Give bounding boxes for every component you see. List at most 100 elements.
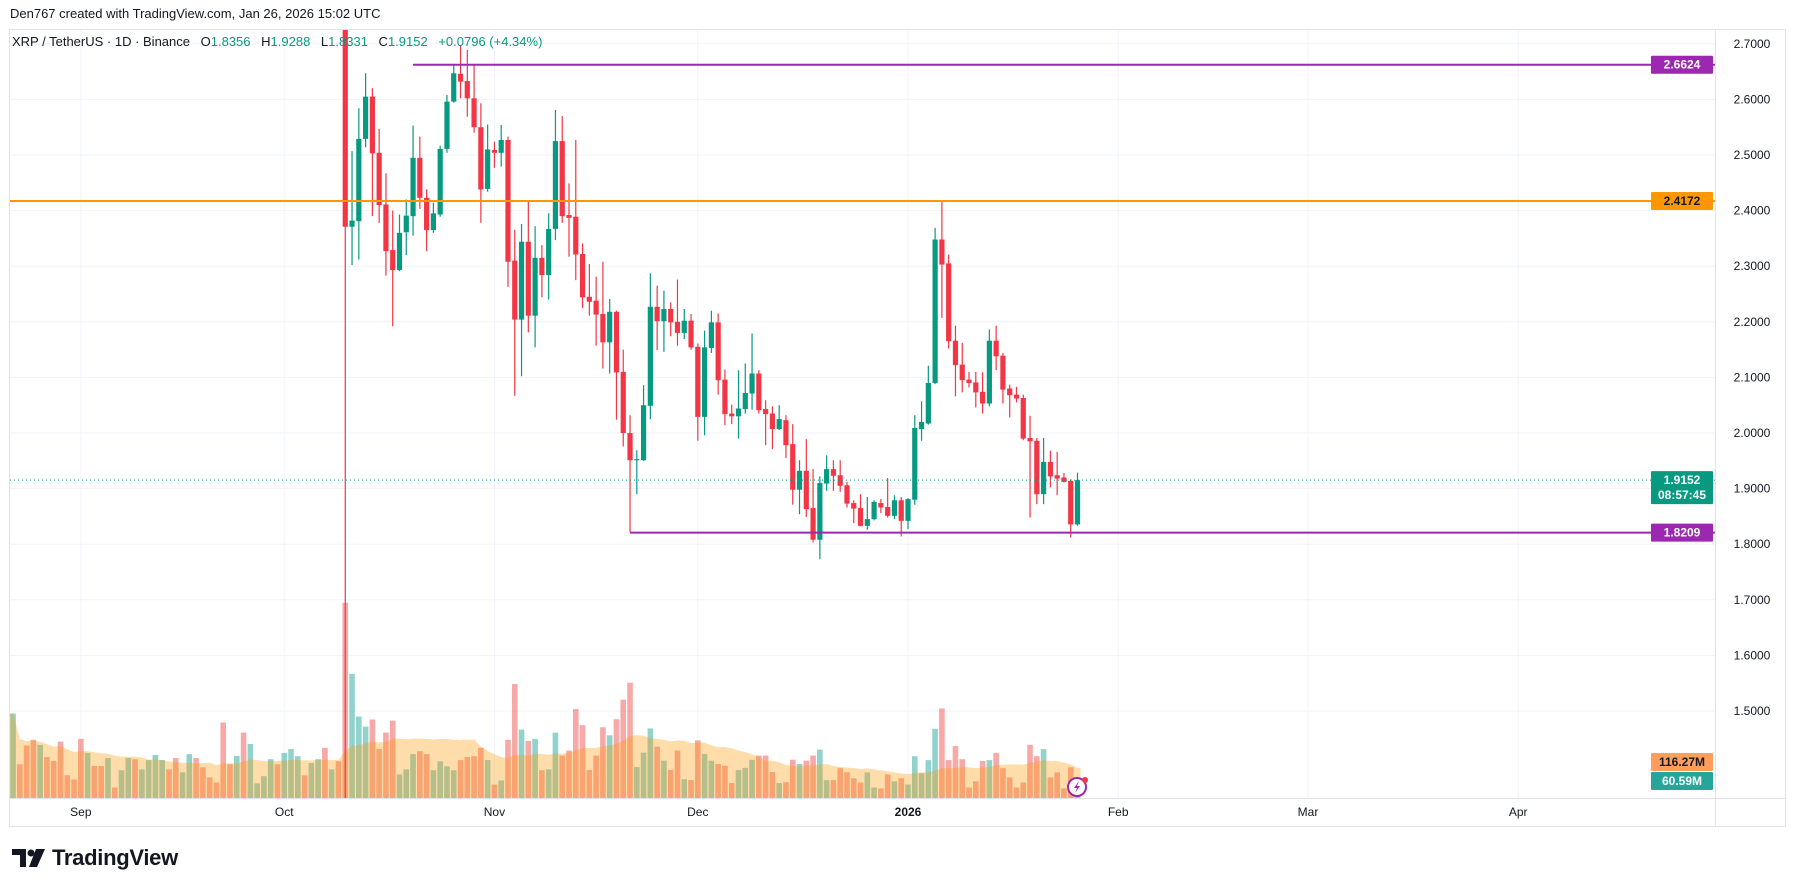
candle <box>586 263 592 316</box>
volume-bar <box>701 753 708 798</box>
price-line-tag-bg <box>1651 192 1713 211</box>
volume-bar <box>423 754 430 798</box>
volume-bar <box>817 749 823 798</box>
candle <box>1013 386 1020 403</box>
candle-body <box>390 250 396 271</box>
volume-bar <box>708 760 715 798</box>
tradingview-logo[interactable]: TradingView <box>12 845 178 871</box>
volume-bar <box>1034 756 1040 798</box>
volume-last-tag-text: 60.59M <box>1662 774 1702 788</box>
candle <box>912 415 918 505</box>
candle <box>451 64 457 103</box>
volume-bar <box>640 752 647 798</box>
candle-body <box>1054 475 1060 479</box>
symbol-legend[interactable]: XRP / TetherUS · 1D · Binance O1.8356 H1… <box>12 34 542 49</box>
horizontal-lines[interactable] <box>10 63 1715 534</box>
volume-bar <box>295 756 301 798</box>
volume-bar <box>484 760 491 798</box>
chart-frame <box>9 29 1786 827</box>
candle-body <box>844 485 850 504</box>
lightning-icon[interactable] <box>1067 777 1088 797</box>
volume-bar <box>532 738 538 798</box>
candle-body <box>546 228 552 276</box>
candle-body <box>891 500 898 516</box>
volume-bar <box>769 772 776 798</box>
candle-body <box>586 296 592 302</box>
candle-body <box>817 483 823 540</box>
volume-ma-tag: 116.27M <box>1651 753 1713 771</box>
candle-body <box>702 347 708 417</box>
candle <box>952 325 959 397</box>
candle-body <box>1068 480 1074 525</box>
candle <box>383 173 389 276</box>
volume-bar <box>152 755 159 798</box>
plot-area[interactable] <box>10 0 1715 822</box>
volume-bar <box>959 759 966 798</box>
volume-bar <box>762 755 769 798</box>
volume-bar <box>681 779 688 798</box>
volume-bar <box>118 770 125 798</box>
candle-body <box>485 149 491 189</box>
candle-body <box>396 232 403 271</box>
volume-bar <box>376 749 382 798</box>
candle <box>702 330 708 436</box>
symbol-title: XRP / TetherUS · 1D · Binance <box>12 34 190 49</box>
open-key: O <box>200 34 211 49</box>
volume-bar <box>1006 777 1013 798</box>
time-axis[interactable]: Sep Oct Nov Dec 2026 Feb Mar Apr <box>70 805 1527 819</box>
candle <box>471 64 477 133</box>
candle <box>688 314 694 350</box>
candle <box>607 299 613 374</box>
volume-bar <box>1054 772 1060 798</box>
candle-body <box>654 306 660 322</box>
candle <box>437 145 443 217</box>
volume-bar <box>139 769 145 798</box>
grid <box>10 30 1715 798</box>
tradingview-logo-icon <box>12 849 45 867</box>
volume-bar <box>695 740 701 798</box>
candle-body <box>1013 394 1020 399</box>
volume-bar <box>328 769 335 798</box>
candle-body <box>681 320 687 333</box>
last-price-tag-bg <box>1651 471 1713 505</box>
candle <box>363 73 369 148</box>
candle <box>593 276 599 346</box>
candle <box>776 405 782 431</box>
candle <box>878 499 884 514</box>
price-tick-label: 1.5000 <box>1734 704 1771 718</box>
volume-bar <box>925 760 932 798</box>
candle-body <box>1007 388 1013 396</box>
price-tick-label: 1.8000 <box>1734 537 1771 551</box>
close-key: C <box>378 34 388 49</box>
close-value: 1.9152 <box>387 34 428 49</box>
candle <box>885 478 891 518</box>
candle-body <box>634 459 640 461</box>
volume-bar <box>545 769 552 798</box>
volume-bar <box>308 763 315 798</box>
volume-bar <box>789 759 796 798</box>
candle-body <box>410 157 416 217</box>
volume-bar <box>396 774 403 798</box>
candle-body <box>1027 438 1033 442</box>
volume-bar <box>98 766 104 798</box>
volume-last-tag-bg <box>1651 772 1713 790</box>
volume-bar <box>661 760 667 798</box>
candle <box>579 243 586 308</box>
volume-bar <box>240 732 247 798</box>
volume-ma-tag-text: 116.27M <box>1659 755 1705 769</box>
candle <box>946 254 952 349</box>
volume-bar <box>322 747 328 798</box>
volume-bar <box>91 766 98 798</box>
candle-body <box>932 239 938 383</box>
volume-bar <box>776 783 782 798</box>
candle <box>857 494 864 527</box>
volume-bar <box>966 787 972 798</box>
candles <box>342 30 1081 798</box>
candle-body <box>464 81 470 99</box>
price-axis[interactable]: 2.7000 2.6000 2.5000 2.4000 2.3000 2.2000 2.10… <box>1734 37 1771 718</box>
candle-body <box>376 152 382 206</box>
volume-bar <box>166 769 172 798</box>
volume-bar <box>688 780 694 798</box>
volume-bar <box>200 767 206 798</box>
